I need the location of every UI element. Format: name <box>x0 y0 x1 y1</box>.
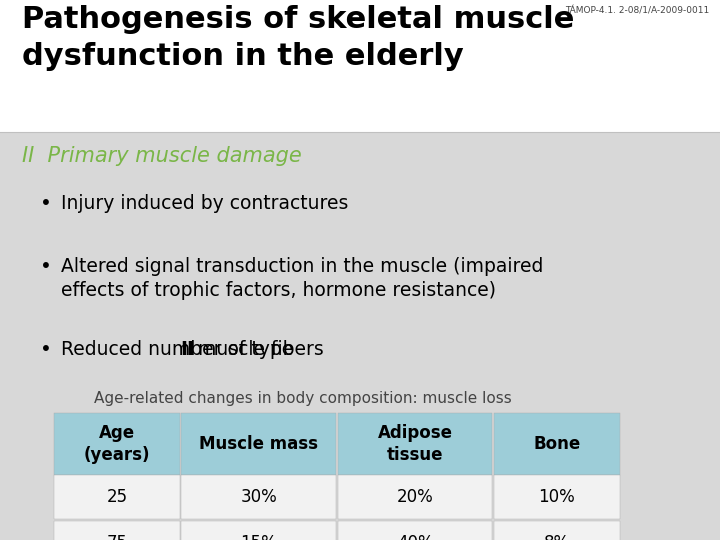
Bar <box>54 475 180 519</box>
Text: Injury induced by contractures: Injury induced by contractures <box>61 194 348 213</box>
Text: 30%: 30% <box>240 488 277 507</box>
Text: 20%: 20% <box>397 488 433 507</box>
Text: 10%: 10% <box>539 488 575 507</box>
Text: muscle fibers: muscle fibers <box>192 340 323 359</box>
Bar <box>181 475 336 519</box>
Text: 25: 25 <box>107 488 127 507</box>
Text: 40%: 40% <box>397 534 433 540</box>
Text: TÁMOP-4.1. 2-08/1/A-2009-0011: TÁMOP-4.1. 2-08/1/A-2009-0011 <box>565 6 709 16</box>
Text: •: • <box>40 194 51 213</box>
Bar <box>494 521 620 540</box>
Bar <box>181 521 336 540</box>
Text: Age-related changes in body composition: muscle loss: Age-related changes in body composition:… <box>94 392 511 407</box>
Text: Altered signal transduction in the muscle (impaired
effects of trophic factors, : Altered signal transduction in the muscl… <box>61 256 544 300</box>
Bar <box>494 413 620 475</box>
Bar <box>0 132 720 540</box>
Text: •: • <box>40 256 51 275</box>
Text: Pathogenesis of skeletal muscle
dysfunction in the elderly: Pathogenesis of skeletal muscle dysfunct… <box>22 5 574 71</box>
Text: Adipose
tissue: Adipose tissue <box>377 424 453 464</box>
Text: II  Primary muscle damage: II Primary muscle damage <box>22 146 302 166</box>
Bar <box>494 475 620 519</box>
Text: •: • <box>40 340 51 359</box>
Text: 8%: 8% <box>544 534 570 540</box>
Text: Age
(years): Age (years) <box>84 424 150 464</box>
Text: Bone: Bone <box>534 435 580 453</box>
Text: Reduced number of type: Reduced number of type <box>61 340 300 359</box>
Bar <box>181 413 336 475</box>
Bar <box>338 413 492 475</box>
Bar <box>338 521 492 540</box>
Text: 75: 75 <box>107 534 127 540</box>
Text: II: II <box>181 340 194 359</box>
Bar <box>54 413 180 475</box>
Bar <box>338 475 492 519</box>
Text: Muscle mass: Muscle mass <box>199 435 318 453</box>
Text: 15%: 15% <box>240 534 277 540</box>
Bar <box>0 0 720 132</box>
Bar <box>54 521 180 540</box>
